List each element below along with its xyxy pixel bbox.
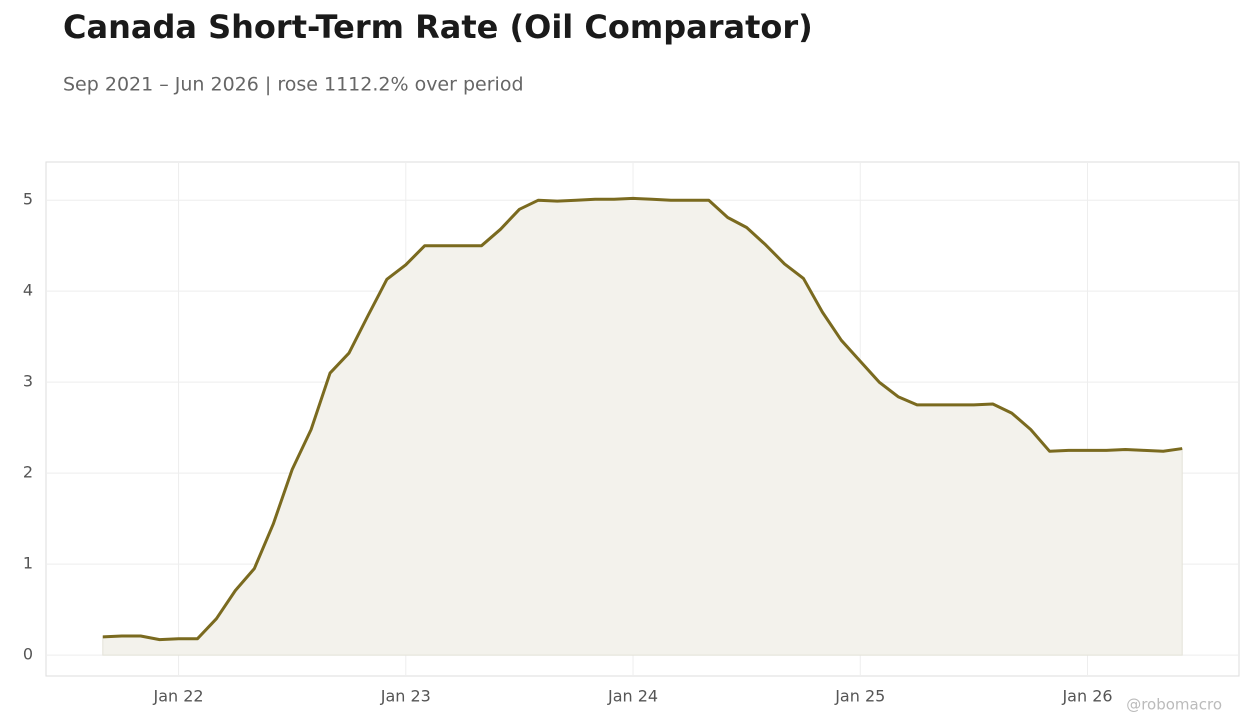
y-tick-label: 1	[23, 554, 33, 573]
y-tick-label: 0	[23, 645, 33, 664]
line	[102, 196, 1183, 642]
y-tick-label: 5	[23, 190, 33, 209]
y-tick-label: 4	[23, 281, 33, 300]
chart-title: Canada Short-Term Rate (Oil Comparator)	[63, 8, 813, 46]
x-tick-label: Jan 24	[607, 687, 658, 706]
watermark: @robomacro	[1126, 696, 1222, 714]
chart-subtitle: Sep 2021 – Jun 2026 | rose 1112.2% over …	[63, 74, 524, 96]
area	[102, 197, 1183, 656]
x-tick-label: Jan 23	[380, 687, 431, 706]
x-tick-label: Jan 26	[1061, 687, 1112, 706]
x-tick-label: Jan 25	[834, 687, 885, 706]
y-tick-label: 3	[23, 372, 33, 391]
y-tick-label: 2	[23, 463, 33, 482]
plot-frame	[45, 161, 1240, 677]
x-tick-label: Jan 22	[153, 687, 204, 706]
